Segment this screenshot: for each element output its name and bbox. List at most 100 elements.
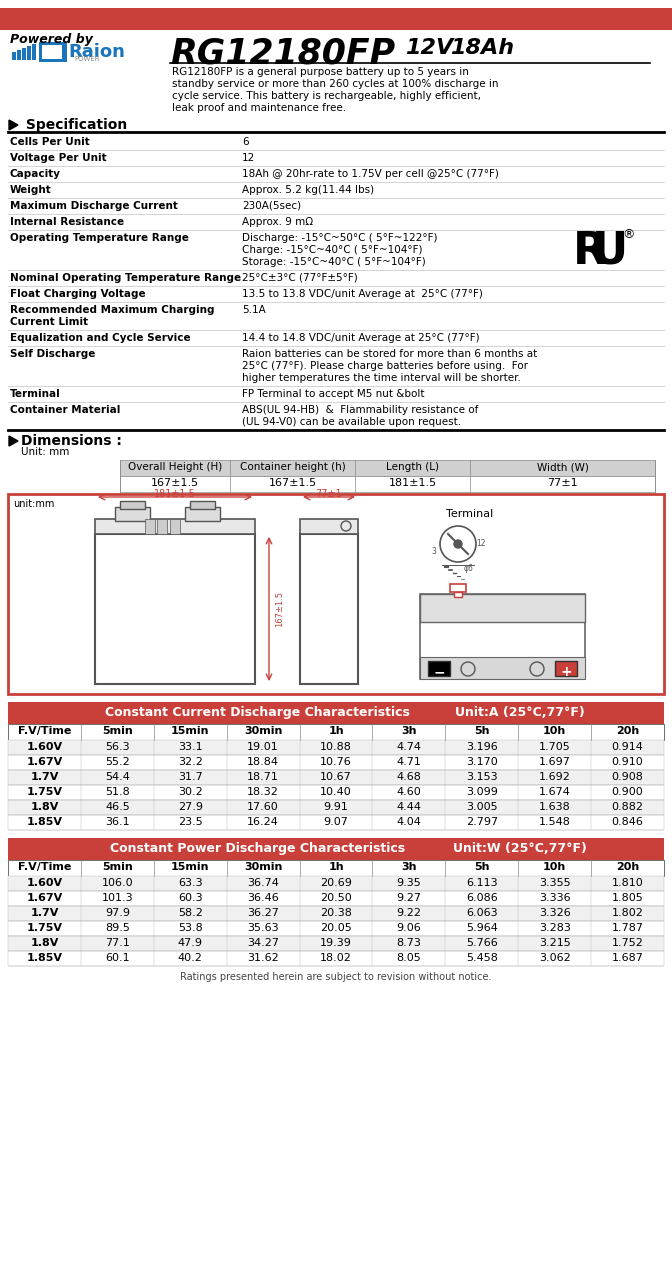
Text: 47.9: 47.9	[177, 938, 203, 948]
Text: F.V/Time: F.V/Time	[17, 861, 71, 872]
Text: 5min: 5min	[102, 861, 132, 872]
Text: Container Material: Container Material	[10, 404, 120, 415]
Text: 18Ah @ 20hr-rate to 1.75V per cell @25°C (77°F): 18Ah @ 20hr-rate to 1.75V per cell @25°C…	[242, 169, 499, 179]
Text: 1.810: 1.810	[612, 878, 643, 888]
Bar	[8, 701, 664, 724]
Text: 1.674: 1.674	[539, 787, 571, 797]
Text: Raion: Raion	[68, 44, 125, 61]
Text: Constant Current Discharge Characteristics: Constant Current Discharge Characteristi…	[105, 707, 410, 719]
Text: 9.27: 9.27	[396, 893, 421, 902]
Text: ®: ®	[622, 228, 634, 241]
Text: 10.76: 10.76	[320, 756, 352, 767]
Text: 10h: 10h	[543, 726, 566, 736]
Text: 3.215: 3.215	[539, 938, 571, 948]
Text: 25°C (77°F). Please charge batteries before using.  For: 25°C (77°F). Please charge batteries bef…	[242, 361, 528, 371]
Bar	[420, 594, 585, 622]
Text: 4.68: 4.68	[396, 772, 421, 782]
Text: 33.1: 33.1	[178, 742, 202, 751]
Text: 30min: 30min	[244, 861, 282, 872]
Bar	[157, 518, 167, 534]
Text: 4.71: 4.71	[396, 756, 421, 767]
Text: 1.687: 1.687	[612, 954, 644, 963]
Text: 77±1: 77±1	[547, 477, 578, 488]
Text: 3.283: 3.283	[539, 923, 571, 933]
Text: 0.914: 0.914	[612, 742, 644, 751]
Bar	[8, 891, 664, 906]
Text: Unit:W (25°C,77°F): Unit:W (25°C,77°F)	[453, 842, 587, 855]
Text: 101.3: 101.3	[101, 893, 133, 902]
Text: 10.67: 10.67	[320, 772, 352, 782]
Bar	[8, 951, 664, 966]
Bar	[8, 785, 664, 800]
Text: Ratings presented herein are subject to revision without notice.: Ratings presented herein are subject to …	[180, 972, 492, 982]
Text: φ6: φ6	[464, 564, 474, 573]
Text: 3: 3	[431, 547, 436, 556]
Text: 30min: 30min	[244, 726, 282, 736]
Text: 36.46: 36.46	[247, 893, 279, 902]
Bar	[27, 46, 31, 60]
Text: 6: 6	[242, 137, 249, 147]
Text: Specification: Specification	[21, 118, 127, 132]
Text: Current Limit: Current Limit	[10, 317, 88, 326]
Text: 5h: 5h	[474, 861, 489, 872]
Text: higher temperatures the time interval will be shorter.: higher temperatures the time interval wi…	[242, 372, 521, 383]
Text: 1.67V: 1.67V	[26, 756, 62, 767]
Bar	[17, 50, 21, 60]
Text: 31.7: 31.7	[178, 772, 202, 782]
Bar	[8, 740, 664, 755]
Bar	[8, 860, 664, 876]
Text: 167±1.5: 167±1.5	[151, 477, 199, 488]
Text: 13.5 to 13.8 VDC/unit Average at  25°C (77°F): 13.5 to 13.8 VDC/unit Average at 25°C (7…	[242, 289, 483, 300]
Text: Nominal Operating Temperature Range: Nominal Operating Temperature Range	[10, 273, 241, 283]
Text: Voltage Per Unit: Voltage Per Unit	[10, 154, 107, 163]
Text: Powered by: Powered by	[10, 33, 93, 46]
Text: 19.01: 19.01	[247, 742, 279, 751]
Text: Operating Temperature Range: Operating Temperature Range	[10, 233, 189, 243]
Text: 8.05: 8.05	[396, 954, 421, 963]
Text: +: +	[561, 666, 573, 678]
Text: 15min: 15min	[171, 726, 210, 736]
Text: (UL 94-V0) can be available upon request.: (UL 94-V0) can be available upon request…	[242, 417, 461, 428]
Text: 181±1.5: 181±1.5	[388, 477, 437, 488]
Text: 51.8: 51.8	[105, 787, 130, 797]
Bar	[420, 594, 585, 678]
Bar	[8, 815, 664, 829]
Text: 1.8V: 1.8V	[30, 803, 58, 812]
Text: Width (W): Width (W)	[536, 462, 589, 472]
Text: 60.3: 60.3	[178, 893, 202, 902]
Bar	[170, 518, 180, 534]
Bar	[120, 460, 655, 476]
Text: Overall Height (H): Overall Height (H)	[128, 462, 222, 472]
Text: 230A(5sec): 230A(5sec)	[242, 201, 301, 211]
Text: 77.1: 77.1	[105, 938, 130, 948]
Text: 36.27: 36.27	[247, 908, 279, 918]
Text: RG12180FP is a general purpose battery up to 5 years in: RG12180FP is a general purpose battery u…	[172, 67, 469, 77]
Text: 1.805: 1.805	[612, 893, 643, 902]
Text: Capacity: Capacity	[10, 169, 61, 179]
Text: 1.7V: 1.7V	[30, 772, 58, 782]
Text: 1.638: 1.638	[539, 803, 571, 812]
Text: 6.086: 6.086	[466, 893, 498, 902]
Bar	[8, 800, 664, 815]
Text: 0.900: 0.900	[612, 787, 643, 797]
Bar	[454, 591, 462, 596]
Text: 18.84: 18.84	[247, 756, 279, 767]
Text: 3.326: 3.326	[539, 908, 571, 918]
Text: 3.355: 3.355	[539, 878, 571, 888]
Text: 1.7V: 1.7V	[30, 908, 58, 918]
Bar	[8, 724, 664, 740]
Text: 2.797: 2.797	[466, 817, 498, 827]
Text: 1.8V: 1.8V	[30, 938, 58, 948]
Text: 1.85V: 1.85V	[26, 954, 62, 963]
Text: 58.2: 58.2	[178, 908, 203, 918]
Text: 1.705: 1.705	[539, 742, 571, 751]
Text: 4.74: 4.74	[396, 742, 421, 751]
Text: Dimensions :: Dimensions :	[21, 434, 122, 448]
Text: 60.1: 60.1	[105, 954, 130, 963]
Text: 56.3: 56.3	[105, 742, 130, 751]
Text: 5min: 5min	[102, 726, 132, 736]
Text: 20.50: 20.50	[320, 893, 352, 902]
Text: 3.336: 3.336	[539, 893, 571, 902]
Bar	[190, 500, 215, 509]
Text: 20h: 20h	[616, 861, 639, 872]
